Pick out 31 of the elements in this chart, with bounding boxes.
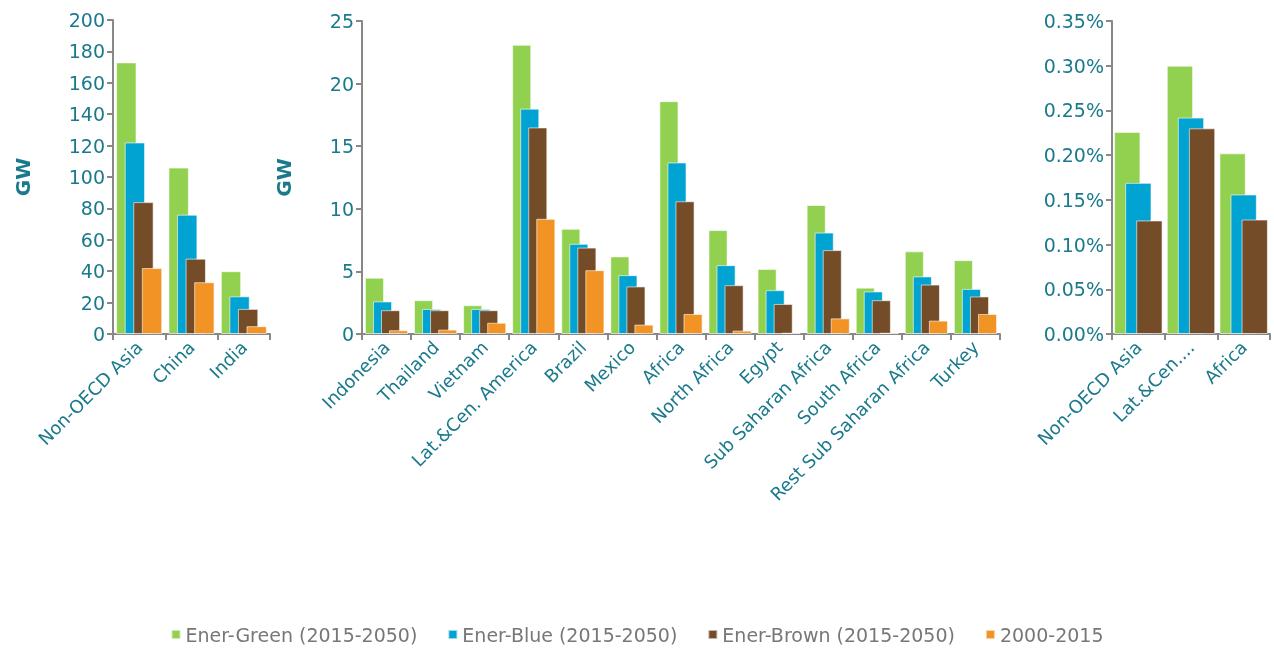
y-tick-label: 60 [80,228,105,251]
legend-label: Ener-Green (2015-2050) [185,623,418,646]
y-tick-label: 0.35% [1043,10,1104,32]
y-tick-label: 0.05% [1043,278,1104,301]
legend-label: Ener-Brown (2015-2050) [722,623,955,646]
y-tick-label: 160 [68,71,105,94]
y-tick-label: 0.15% [1043,188,1104,211]
y-tick-label: 20 [329,72,354,95]
y-tick-label: 100 [68,166,105,188]
y-tick-label: 120 [68,134,105,157]
y-tick-label: 200 [68,9,105,31]
y-axis-title: GW [11,157,35,197]
legend-label: 2000-2015 [999,623,1104,646]
y-tick-label: 5 [341,260,354,283]
y-tick-label: 20 [80,291,105,314]
y-tick-label: 0.20% [1043,144,1104,167]
y-tick-label: 0.10% [1043,233,1104,256]
y-tick-label: 140 [68,103,105,126]
legend-label: Ener-Blue (2015-2050) [462,623,678,646]
y-tick-label: 80 [80,197,105,220]
y-tick-label: 0.30% [1043,54,1104,77]
y-tick-label: 40 [80,260,105,283]
y-tick-label: 0 [341,323,354,345]
y-tick-label: 25 [329,10,354,32]
y-tick-label: 10 [329,197,354,220]
y-tick-label: 15 [329,135,354,158]
y-tick-label: 0.25% [1043,99,1104,122]
y-tick-label: 0.00% [1043,323,1104,345]
y-tick-label: 0 [92,323,105,345]
y-tick-label: 180 [68,40,105,63]
y-axis-title: GW [272,158,296,197]
